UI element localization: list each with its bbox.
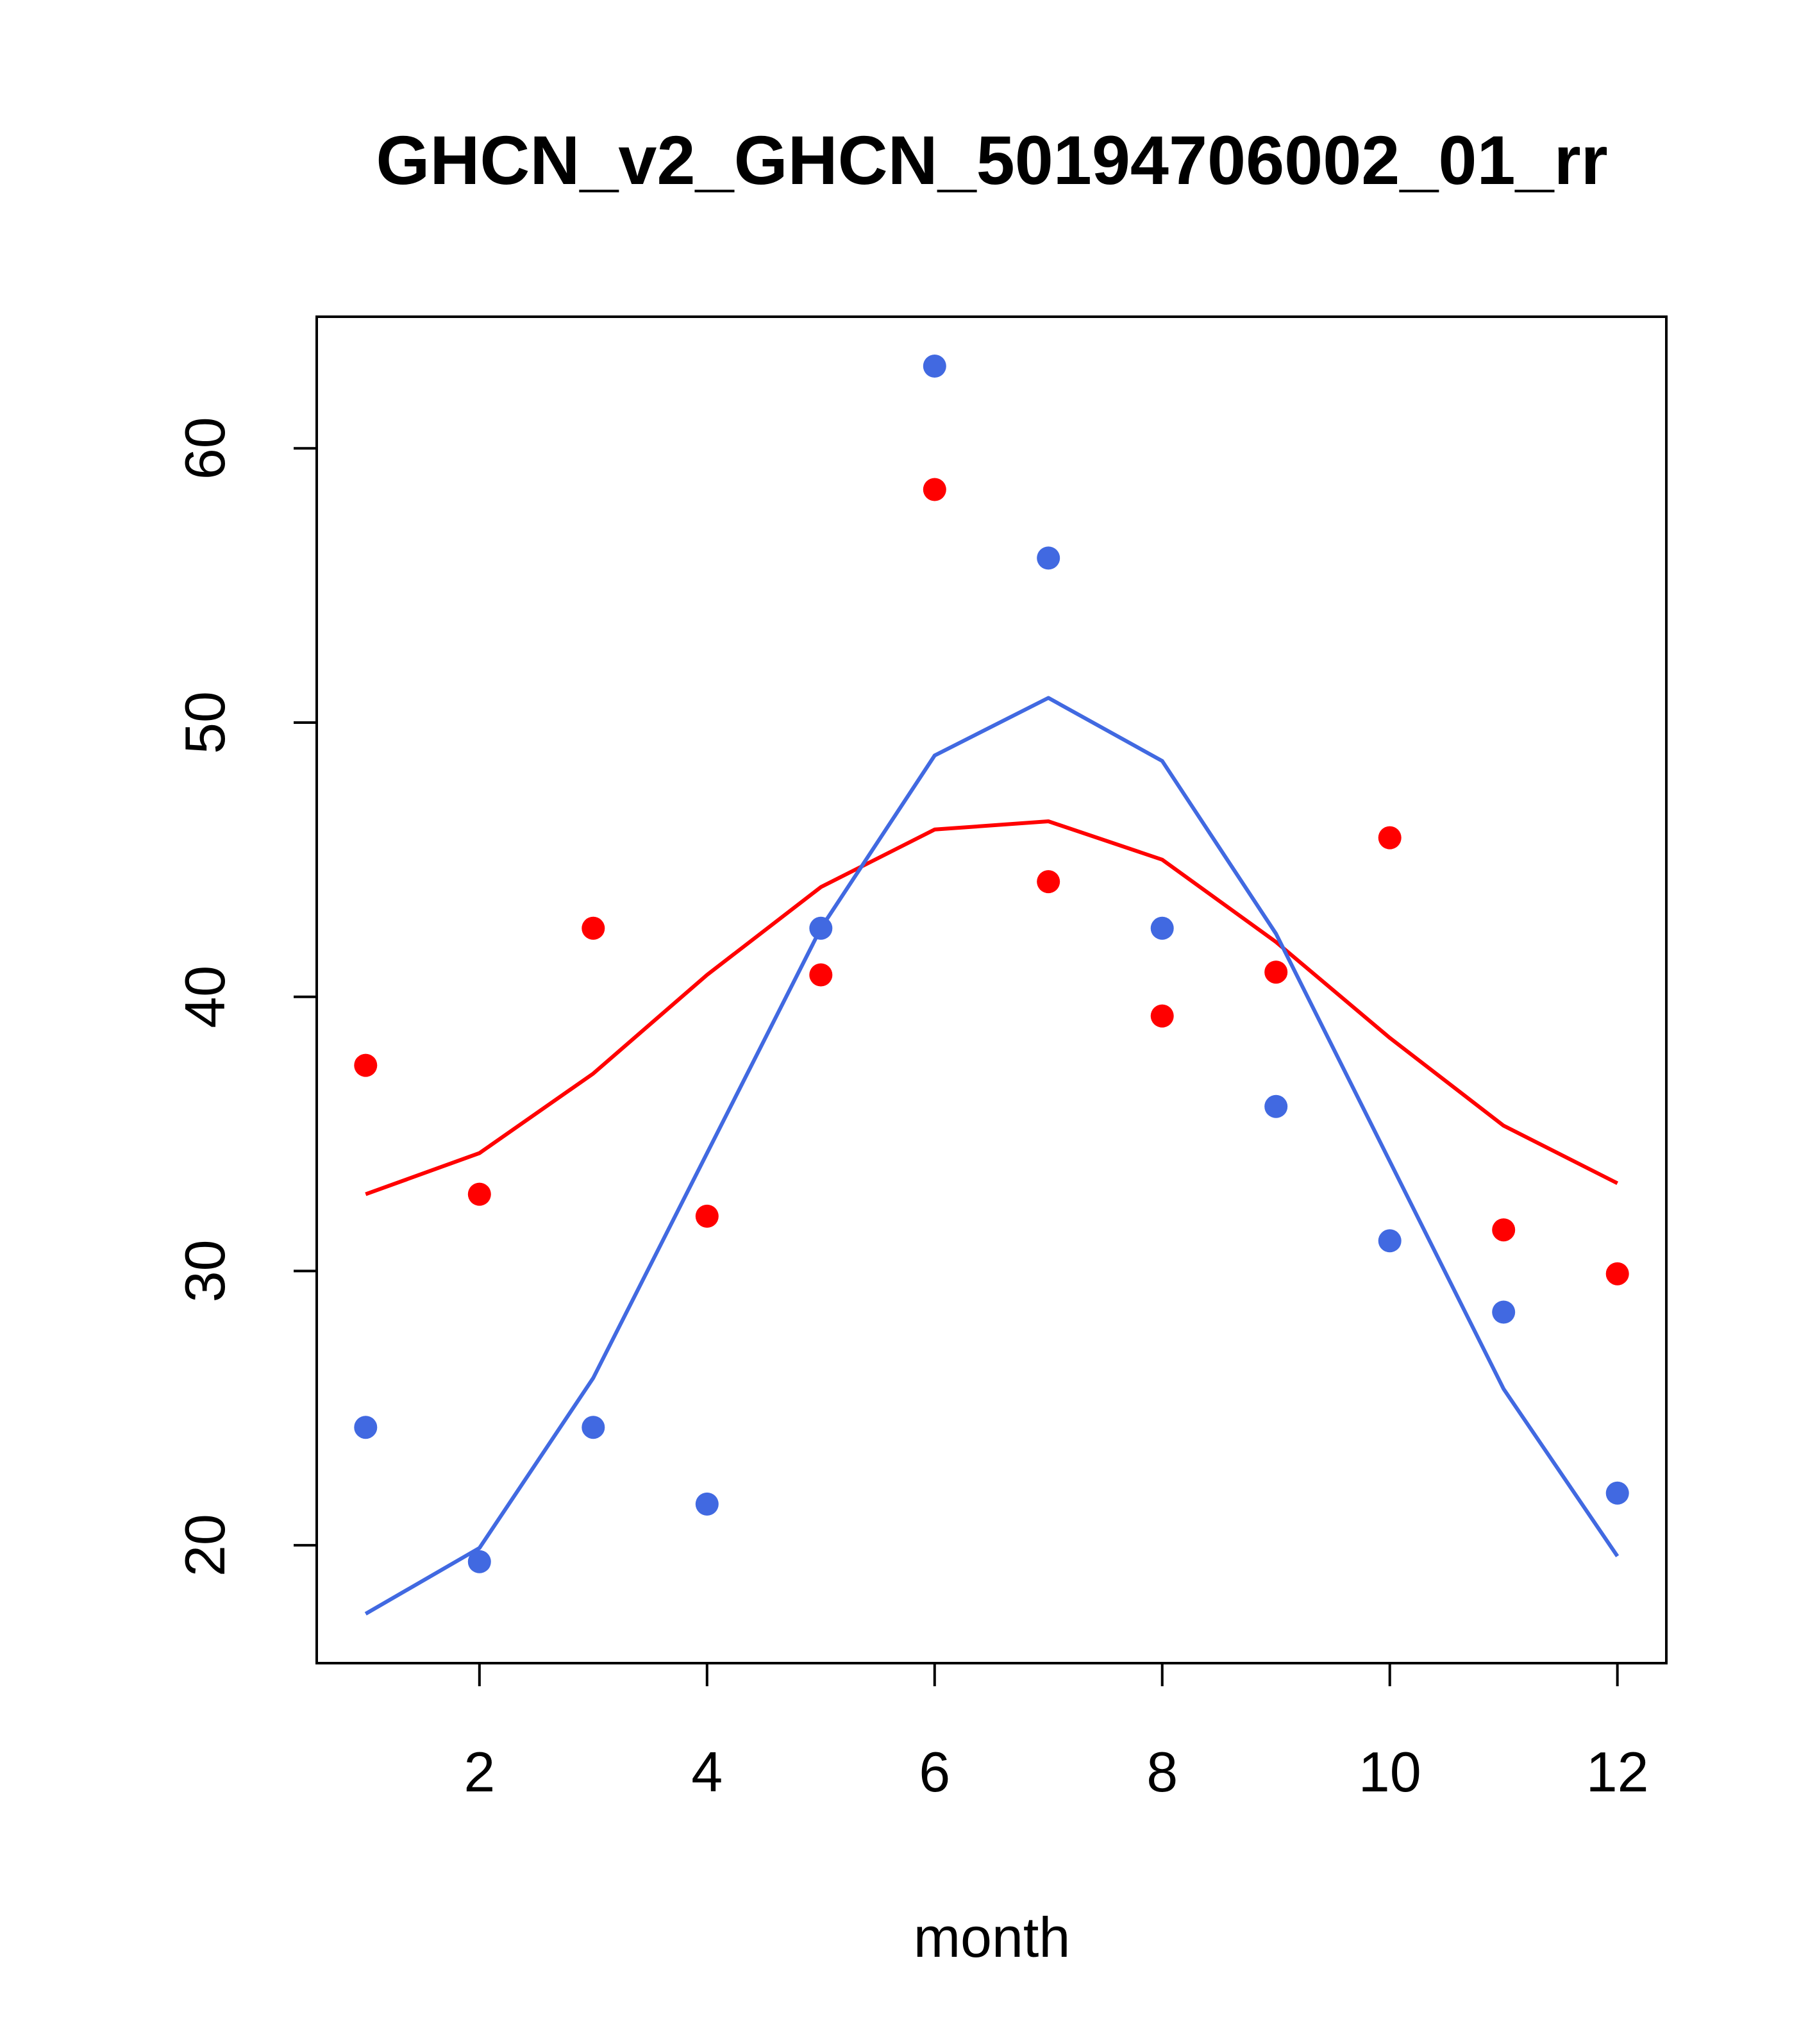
x-tick-label: 4 [691,1740,723,1804]
data-point-red [809,963,833,987]
series-line-red [365,819,1619,1196]
data-point-red [1605,1262,1629,1286]
data-point-red [1150,1004,1174,1028]
data-point-blue [695,1492,719,1516]
data-point-blue [1037,546,1060,570]
x-axis-label: month [914,1906,1071,1969]
data-point-blue [809,916,833,940]
y-tick-label: 30 [173,1239,237,1302]
data-point-blue [1492,1300,1516,1324]
data-point-red [354,1053,378,1077]
data-point-blue [354,1416,378,1439]
x-tick-label: 8 [1146,1740,1178,1804]
data-point-blue [1378,1229,1402,1253]
series-line-blue [364,696,1620,1616]
y-tick-label: 40 [173,966,237,1028]
series-layer [354,355,1629,1616]
data-point-red [1264,960,1288,984]
data-point-blue [923,355,946,378]
data-point-red [582,916,605,940]
data-point-blue [1150,916,1174,940]
data-point-red [1037,870,1060,894]
data-point-red [1492,1218,1516,1242]
x-tick-label: 6 [919,1740,950,1804]
chart-title: GHCN_v2_GHCN_50194706002_01_rr [376,121,1607,199]
data-point-blue [467,1550,491,1573]
data-point-red [467,1182,491,1206]
x-tick-label: 10 [1359,1740,1421,1804]
data-point-red [695,1204,719,1228]
y-tick-label: 60 [173,417,237,480]
y-axis: 20 30 40 50 60 [173,417,318,1577]
y-tick-label: 20 [173,1514,237,1577]
x-tick-label: 12 [1586,1740,1649,1804]
data-point-blue [1264,1094,1288,1118]
x-tick-label: 2 [464,1740,495,1804]
y-tick-label: 50 [173,691,237,754]
data-point-red [1378,826,1402,850]
data-point-blue [582,1416,605,1439]
data-point-blue [1605,1481,1629,1505]
x-axis: 2 4 6 8 10 12 [464,1662,1649,1804]
data-point-red [923,478,946,501]
